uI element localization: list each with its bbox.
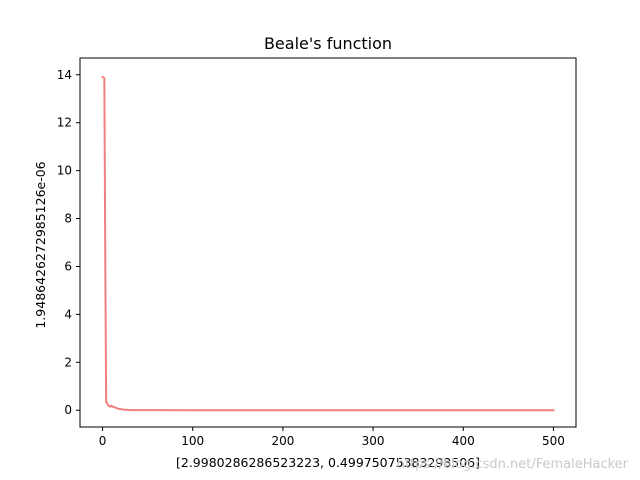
x-tick-label: 100 xyxy=(181,434,204,448)
y-tick-label: 12 xyxy=(57,116,72,130)
y-tick-label: 2 xyxy=(64,355,72,369)
y-tick-label: 6 xyxy=(64,259,72,273)
x-tick-label: 400 xyxy=(452,434,475,448)
y-tick-label: 0 xyxy=(64,403,72,417)
watermark: https://blog.csdn.net/FemaleHacker xyxy=(397,457,629,472)
series-line-0 xyxy=(101,76,555,412)
x-tick-label: 300 xyxy=(362,434,385,448)
y-tick-label: 14 xyxy=(57,68,72,82)
x-tick-label: 0 xyxy=(99,434,107,448)
x-tick-label: 200 xyxy=(271,434,294,448)
y-tick-label: 8 xyxy=(64,212,72,226)
plot-frame xyxy=(79,57,577,428)
chart-title: Beale's function xyxy=(264,34,392,53)
x-axis-label: [2.9980286286523223, 0.49975075383298506… xyxy=(176,455,480,470)
y-tick-label: 10 xyxy=(57,164,72,178)
y-tick-label: 4 xyxy=(64,307,72,321)
plot-area: 0 100 200 300 400 500 0 2 4 6 8 10 12 14 xyxy=(57,57,577,448)
x-tick-label: 500 xyxy=(542,434,565,448)
y-axis-label: 1.9486426272985126e-06 xyxy=(33,161,48,328)
